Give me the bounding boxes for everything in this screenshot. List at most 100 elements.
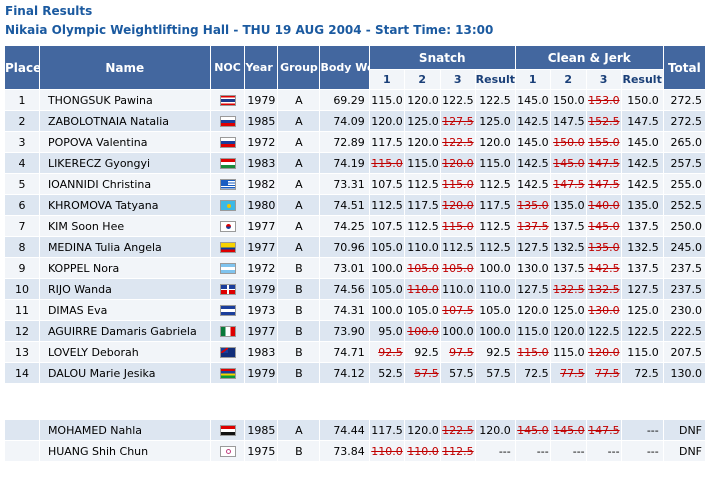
noc-cell xyxy=(209,320,246,342)
lift-cr-cell: --- xyxy=(620,419,664,441)
lift-sr-cell: --- xyxy=(474,440,516,462)
lift-s1-cell: 110.0 xyxy=(368,440,405,462)
bodyweight-cell: 74.19 xyxy=(319,152,370,174)
lift-c2-cell: 120.0 xyxy=(549,320,587,342)
lift-c3-cell: 153.0 xyxy=(585,89,622,111)
bodyweight-cell: 73.90 xyxy=(319,320,370,342)
dominican-flag-icon xyxy=(219,284,236,295)
lift-s2-cell: 120.0 xyxy=(403,89,441,111)
lift-s3-cell: 122.5 xyxy=(439,89,476,111)
lift-s1-cell: 100.0 xyxy=(368,299,405,321)
bodyweight-cell: 73.01 xyxy=(319,257,370,279)
lift-c3-cell: 77.5 xyxy=(585,362,622,384)
lift-cr-cell: 132.5 xyxy=(620,236,664,258)
lift-s1-cell: 107.5 xyxy=(368,215,405,237)
lift-c2-cell: 145.0 xyxy=(549,152,587,174)
col-header-total: Total xyxy=(662,45,707,90)
lift-s3-cell: 122.5 xyxy=(439,131,476,153)
group-cell: B xyxy=(277,320,321,342)
lift-s1-cell: 107.5 xyxy=(368,173,405,195)
hungary-flag-icon xyxy=(219,158,236,169)
lift-s3-cell: 120.0 xyxy=(439,152,476,174)
lift-s3-cell: 105.0 xyxy=(439,257,476,279)
total-cell: 207.5 xyxy=(662,341,707,363)
year-cell: 1985 xyxy=(244,110,279,132)
korea-flag-icon xyxy=(219,221,236,232)
place-cell: 4 xyxy=(4,152,40,174)
lift-c2-cell: 115.0 xyxy=(549,341,587,363)
place-cell: 8 xyxy=(4,236,40,258)
lift-s2-cell: 100.0 xyxy=(403,320,441,342)
lift-s1-cell: 112.5 xyxy=(368,194,405,216)
athlete-name-cell: POPOVA Valentina xyxy=(38,131,211,153)
total-cell: 230.0 xyxy=(662,299,707,321)
lift-s1-cell: 105.0 xyxy=(368,236,405,258)
athlete-name-cell: HUANG Shih Chun xyxy=(38,440,211,462)
thai-flag-icon xyxy=(219,95,236,106)
total-cell: 250.0 xyxy=(662,215,707,237)
total-cell: 265.0 xyxy=(662,131,707,153)
lift-c3-cell: 147.5 xyxy=(585,173,622,195)
lift-c1-cell: 127.5 xyxy=(514,236,551,258)
lift-sr-cell: 100.0 xyxy=(474,257,516,279)
lift-sr-cell: 100.0 xyxy=(474,320,516,342)
athlete-name-cell: KHROMOVA Tatyana xyxy=(38,194,211,216)
lift-s1-cell: 105.0 xyxy=(368,278,405,300)
russia-flag-icon xyxy=(219,116,236,127)
group-cell: A xyxy=(277,194,321,216)
col-header-group: Group xyxy=(277,45,321,90)
group-cell: B xyxy=(277,341,321,363)
lift-s3-cell: 112.5 xyxy=(439,440,476,462)
lift-c3-cell: 147.5 xyxy=(585,419,622,441)
lift-s1-cell: 52.5 xyxy=(368,362,405,384)
lift-cr-cell: 147.5 xyxy=(620,110,664,132)
lift-s2-cell: 57.5 xyxy=(403,362,441,384)
result-row: 3 POPOVA Valentina 1972 A 72.89 117.5 120.0 122… xyxy=(4,131,707,153)
lift-c1-cell: 115.0 xyxy=(514,320,551,342)
results-page: Final Results Nikaia Olympic Weightlifti… xyxy=(4,4,707,462)
lift-s2-cell: 105.0 xyxy=(403,299,441,321)
total-cell: DNF xyxy=(662,419,707,441)
result-row: 6 KHROMOVA Tatyana 1980 A 74.51 112.5 117.5 120… xyxy=(4,194,707,216)
total-cell: 272.5 xyxy=(662,110,707,132)
noc-cell xyxy=(209,278,246,300)
athlete-name-cell: KOPPEL Nora xyxy=(38,257,211,279)
lift-s3-cell: 110.0 xyxy=(439,278,476,300)
lift-sr-cell: 125.0 xyxy=(474,110,516,132)
year-cell: 1983 xyxy=(244,341,279,363)
year-cell: 1977 xyxy=(244,320,279,342)
bodyweight-cell: 74.09 xyxy=(319,110,370,132)
lift-s3-cell: 97.5 xyxy=(439,341,476,363)
year-cell: 1983 xyxy=(244,152,279,174)
lift-cr-cell: 137.5 xyxy=(620,215,664,237)
lift-s1-cell: 117.5 xyxy=(368,131,405,153)
spacer-row xyxy=(4,383,706,405)
lift-sr-cell: 92.5 xyxy=(474,341,516,363)
lift-c3-cell: --- xyxy=(585,440,622,462)
group-cell: A xyxy=(277,215,321,237)
spacer-cell xyxy=(4,404,706,420)
lift-s2-cell: 110.0 xyxy=(403,236,441,258)
dnf-row: MOHAMED Nahla 1985 A 74.44 117.5 120.0 122.5 12… xyxy=(4,419,707,441)
place-cell: 6 xyxy=(4,194,40,216)
spacer-cell xyxy=(4,383,706,405)
total-cell: 222.5 xyxy=(662,320,707,342)
result-row: 1 THONGSUK Pawina 1979 A 69.29 115.0 120.0 122.… xyxy=(4,89,707,111)
noc-cell xyxy=(209,215,246,237)
bodyweight-cell: 74.56 xyxy=(319,278,370,300)
lift-c3-cell: 140.0 xyxy=(585,194,622,216)
lift-c1-cell: 120.0 xyxy=(514,299,551,321)
noc-cell xyxy=(209,236,246,258)
lift-s3-cell: 120.0 xyxy=(439,194,476,216)
argentina-flag-icon xyxy=(219,263,236,274)
total-cell: 237.5 xyxy=(662,278,707,300)
lift-sr-cell: 122.5 xyxy=(474,89,516,111)
lift-cr-cell: 115.0 xyxy=(620,341,664,363)
lift-c1-cell: 145.0 xyxy=(514,89,551,111)
place-cell: 3 xyxy=(4,131,40,153)
col-header-snatch-3: 3 xyxy=(439,69,476,90)
lift-c3-cell: 122.5 xyxy=(585,320,622,342)
total-cell: 130.0 xyxy=(662,362,707,384)
bodyweight-cell: 74.71 xyxy=(319,341,370,363)
lift-sr-cell: 112.5 xyxy=(474,173,516,195)
